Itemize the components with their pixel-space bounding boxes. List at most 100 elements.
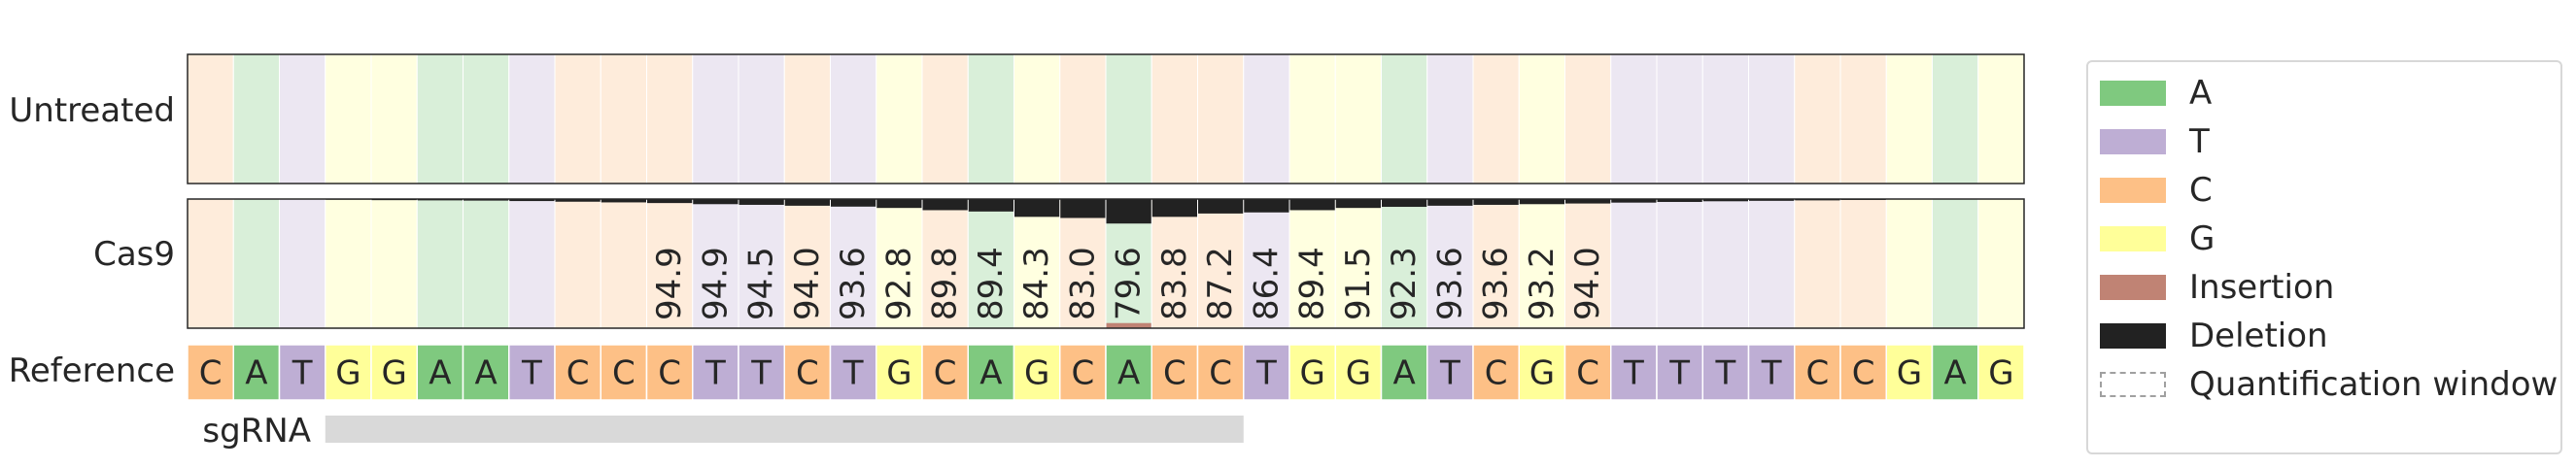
cas9-cell-G bbox=[1977, 198, 2025, 329]
reference-base-label: G bbox=[381, 354, 406, 393]
reference-cell-T bbox=[692, 344, 739, 401]
deletion-bar bbox=[1565, 199, 1611, 204]
legend-swatch bbox=[2100, 226, 2166, 251]
cas9-percent-label: 83.8 bbox=[1155, 247, 1194, 320]
cas9-percent-label: 89.4 bbox=[1293, 247, 1332, 320]
cas9-percent-label: 92.8 bbox=[879, 247, 918, 320]
reference-cell-G bbox=[370, 344, 418, 401]
reference-cell-T bbox=[278, 344, 326, 401]
reference-cell-T bbox=[1656, 344, 1703, 401]
cas9-cell-C bbox=[187, 198, 234, 329]
reference-base-label: T bbox=[842, 354, 864, 393]
reference-base-label: C bbox=[1072, 354, 1095, 393]
sgrna-label: sgRNA bbox=[202, 412, 311, 451]
reference-base-label: G bbox=[1346, 354, 1371, 393]
legend-swatch bbox=[2100, 275, 2166, 300]
reference-base-label: C bbox=[1806, 354, 1830, 393]
reference-base-label: A bbox=[979, 354, 1002, 393]
cas9-cell-T bbox=[1748, 198, 1796, 329]
deletion-bar bbox=[784, 199, 830, 206]
deletion-bar bbox=[509, 199, 555, 202]
cas9-percent-label: 91.5 bbox=[1339, 247, 1378, 320]
untreated-cell-G bbox=[370, 53, 418, 184]
cas9-percent-label: 94.0 bbox=[788, 247, 827, 320]
untreated-cell-A bbox=[232, 53, 280, 184]
reference-base-label: C bbox=[1163, 354, 1186, 393]
reference-cell-C bbox=[645, 344, 694, 401]
legend-item-deletion: Deletion bbox=[2100, 317, 2328, 355]
legend-swatch bbox=[2100, 129, 2166, 154]
deletion-bar bbox=[1060, 199, 1106, 218]
reference-cell-C bbox=[1794, 344, 1841, 401]
cas9-cell-T bbox=[692, 198, 739, 329]
deletion-bar bbox=[1198, 199, 1244, 214]
cas9-row: 94.9 94.9 94.5 94.0 93.6 92.8 89.8 89.4 84.3 83.0… bbox=[187, 198, 2025, 329]
reference-cell-G bbox=[1977, 344, 2025, 401]
untreated-cell-A bbox=[463, 53, 510, 184]
deletion-bar bbox=[1519, 199, 1564, 205]
legend-label: Quantification window bbox=[2189, 365, 2559, 404]
cas9-percent-label: 79.6 bbox=[1110, 247, 1149, 320]
reference-base-label: C bbox=[612, 354, 635, 393]
reference-cell-C bbox=[1563, 344, 1612, 401]
reference-base-label: C bbox=[567, 354, 590, 393]
untreated-cell-T bbox=[692, 53, 739, 184]
untreated-cell-T bbox=[508, 53, 556, 184]
reference-base-label: G bbox=[1024, 354, 1049, 393]
untreated-cell-T bbox=[1243, 53, 1290, 184]
deletion-bar bbox=[831, 199, 876, 207]
cas9-cell-T bbox=[1610, 198, 1658, 329]
untreated-cell-G bbox=[325, 53, 372, 184]
deletion-bar bbox=[922, 199, 968, 211]
legend-swatch bbox=[2100, 81, 2166, 106]
reference-cell-C bbox=[1151, 344, 1199, 401]
untreated-cell-T bbox=[1426, 53, 1474, 184]
cas9-cell-T bbox=[279, 198, 326, 329]
cas9-percent-label: 94.9 bbox=[696, 247, 735, 320]
untreated-cell-T bbox=[1610, 53, 1658, 184]
reference-base-label: T bbox=[1623, 354, 1644, 393]
cas9-cell-A bbox=[1381, 198, 1428, 329]
deletion-bar bbox=[1335, 199, 1381, 209]
cas9-cell-G bbox=[876, 198, 923, 329]
untreated-cell-T bbox=[738, 53, 785, 184]
reference-cell-T bbox=[1610, 344, 1658, 401]
reference-base-label: T bbox=[1255, 354, 1277, 393]
cas9-cell-C bbox=[1197, 198, 1245, 329]
reference-cell-C bbox=[187, 344, 234, 401]
legend-item-a: A bbox=[2100, 74, 2212, 113]
deletion-bar bbox=[1289, 199, 1335, 211]
cas9-cell-T bbox=[508, 198, 556, 329]
reference-base-label: T bbox=[1439, 354, 1460, 393]
reference-base-label: T bbox=[1714, 354, 1735, 393]
cas9-percent-label: 93.2 bbox=[1523, 247, 1562, 320]
reference-cell-A bbox=[1931, 344, 1979, 401]
insertion-bar bbox=[1106, 322, 1151, 328]
deletion-bar bbox=[693, 199, 738, 205]
reference-base-label: G bbox=[1299, 354, 1324, 393]
legend-label: C bbox=[2189, 171, 2213, 210]
untreated-cell-C bbox=[1472, 53, 1520, 184]
untreated-cell-C bbox=[1059, 53, 1107, 184]
reference-cell-C bbox=[1059, 344, 1107, 401]
cas9-cell-A bbox=[416, 198, 464, 329]
reference-base-label: G bbox=[1529, 354, 1555, 393]
legend-swatch bbox=[2100, 178, 2166, 203]
cas9-cell-C bbox=[554, 198, 601, 329]
untreated-cell-C bbox=[646, 53, 694, 184]
cas9-cell-G bbox=[1885, 198, 1933, 329]
cas9-cell-C bbox=[600, 198, 647, 329]
cas9-cell-A bbox=[1932, 198, 1979, 329]
deletion-bar bbox=[1749, 199, 1795, 201]
legend-swatch bbox=[2100, 323, 2166, 349]
cas9-cell-C bbox=[1564, 198, 1612, 329]
reference-base-label: G bbox=[1988, 354, 2013, 393]
legend-item-quantification-window: Quantification window bbox=[2100, 365, 2558, 404]
untreated-cell-C bbox=[600, 53, 647, 184]
untreated-cell-C bbox=[1794, 53, 1841, 184]
legend-item-g: G bbox=[2100, 219, 2215, 258]
row-label-cas9: Cas9 bbox=[93, 235, 175, 274]
cas9-cell-G bbox=[370, 198, 418, 329]
reference-cell-A bbox=[232, 344, 281, 401]
